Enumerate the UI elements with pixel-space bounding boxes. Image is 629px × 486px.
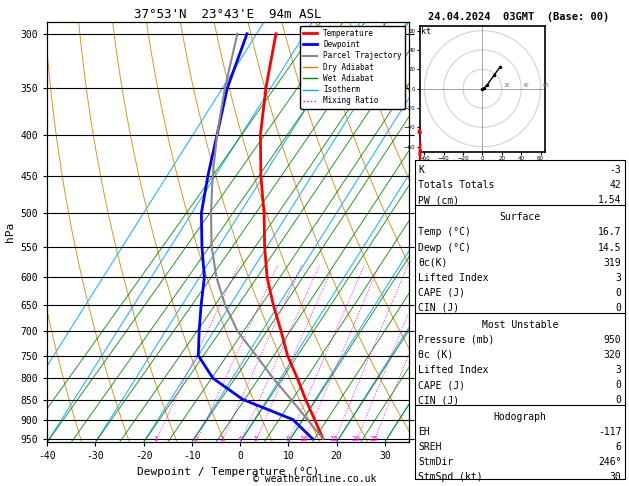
Text: 16.7: 16.7 <box>598 227 621 238</box>
Text: 0: 0 <box>616 303 621 313</box>
Text: Hodograph: Hodograph <box>493 412 547 422</box>
Legend: Temperature, Dewpoint, Parcel Trajectory, Dry Adiabat, Wet Adiabat, Isotherm, Mi: Temperature, Dewpoint, Parcel Trajectory… <box>301 26 405 108</box>
Text: SREH: SREH <box>418 442 442 452</box>
Text: kt: kt <box>421 27 431 35</box>
Text: 6: 6 <box>616 442 621 452</box>
Text: Lifted Index: Lifted Index <box>418 273 489 283</box>
Text: 320: 320 <box>604 350 621 360</box>
Text: CAPE (J): CAPE (J) <box>418 380 465 390</box>
Text: 25: 25 <box>369 436 378 442</box>
Text: 30: 30 <box>610 472 621 483</box>
Y-axis label: hPa: hPa <box>5 222 15 242</box>
Text: 8: 8 <box>286 436 290 442</box>
Text: θc(K): θc(K) <box>418 258 448 268</box>
Text: Lifted Index: Lifted Index <box>418 365 489 375</box>
Text: 4: 4 <box>238 436 243 442</box>
Text: PW (cm): PW (cm) <box>418 195 459 206</box>
Text: Totals Totals: Totals Totals <box>418 180 494 191</box>
Text: -3: -3 <box>610 165 621 175</box>
Text: StmDir: StmDir <box>418 457 454 468</box>
Text: 3: 3 <box>616 365 621 375</box>
Text: 24.04.2024  03GMT  (Base: 00): 24.04.2024 03GMT (Base: 00) <box>428 12 610 22</box>
Text: CIN (J): CIN (J) <box>418 395 459 405</box>
Text: 20: 20 <box>352 436 360 442</box>
Text: Temp (°C): Temp (°C) <box>418 227 471 238</box>
Text: 5: 5 <box>253 436 257 442</box>
Text: 0: 0 <box>616 380 621 390</box>
Text: 246°: 246° <box>598 457 621 468</box>
Text: Dewp (°C): Dewp (°C) <box>418 243 471 253</box>
Text: Most Unstable: Most Unstable <box>482 320 558 330</box>
Text: CIN (J): CIN (J) <box>418 303 459 313</box>
Text: 20: 20 <box>504 83 510 88</box>
Text: 1: 1 <box>153 436 157 442</box>
Text: 950: 950 <box>604 335 621 345</box>
Text: 0: 0 <box>616 288 621 298</box>
Title: 37°53'N  23°43'E  94m ASL: 37°53'N 23°43'E 94m ASL <box>134 8 322 21</box>
Y-axis label: km
ASL: km ASL <box>447 221 465 243</box>
Text: -117: -117 <box>598 427 621 437</box>
Text: K: K <box>418 165 424 175</box>
Text: 1.54: 1.54 <box>598 195 621 206</box>
Text: 60: 60 <box>542 83 549 88</box>
Text: 40: 40 <box>523 83 530 88</box>
Text: 319: 319 <box>604 258 621 268</box>
Text: 3: 3 <box>616 273 621 283</box>
Text: EH: EH <box>418 427 430 437</box>
Text: 14.5: 14.5 <box>598 243 621 253</box>
Text: 10: 10 <box>299 436 308 442</box>
Text: θc (K): θc (K) <box>418 350 454 360</box>
Text: Surface: Surface <box>499 212 540 223</box>
Text: © weatheronline.co.uk: © weatheronline.co.uk <box>253 473 376 484</box>
Text: CAPE (J): CAPE (J) <box>418 288 465 298</box>
Text: 15: 15 <box>330 436 338 442</box>
Text: Pressure (mb): Pressure (mb) <box>418 335 494 345</box>
Text: 0: 0 <box>616 395 621 405</box>
Text: 2: 2 <box>194 436 198 442</box>
Text: 3: 3 <box>220 436 224 442</box>
X-axis label: Dewpoint / Temperature (°C): Dewpoint / Temperature (°C) <box>137 467 319 477</box>
Text: 42: 42 <box>610 180 621 191</box>
Text: StmSpd (kt): StmSpd (kt) <box>418 472 483 483</box>
